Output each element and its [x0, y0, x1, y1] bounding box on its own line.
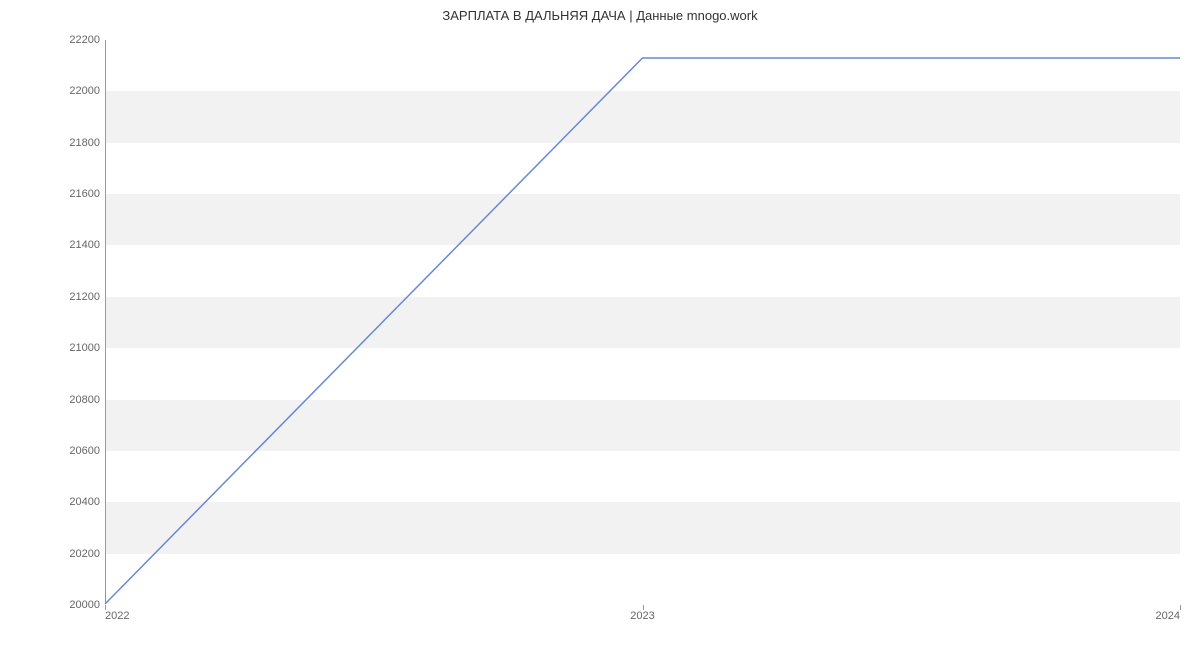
- chart-container: ЗАРПЛАТА В ДАЛЬНЯЯ ДАЧА | Данные mnogo.w…: [0, 0, 1200, 650]
- x-tick-label: 2022: [105, 610, 129, 622]
- y-tick-label: 20000: [69, 599, 100, 611]
- y-tick-label: 21200: [69, 291, 100, 303]
- y-tick-label: 22200: [69, 34, 100, 46]
- y-tick-label: 20200: [69, 548, 100, 560]
- x-tick-label: 2024: [1156, 610, 1180, 622]
- series-line: [105, 58, 1180, 604]
- y-tick-label: 21000: [69, 342, 100, 354]
- chart-title: ЗАРПЛАТА В ДАЛЬНЯЯ ДАЧА | Данные mnogo.w…: [0, 8, 1200, 23]
- x-tick-label: 2023: [630, 610, 654, 622]
- y-tick-label: 21600: [69, 188, 100, 200]
- y-tick-label: 21800: [69, 137, 100, 149]
- x-tick-mark: [1180, 605, 1181, 610]
- y-tick-label: 20800: [69, 394, 100, 406]
- y-tick-label: 20400: [69, 496, 100, 508]
- chart-line-layer: [105, 40, 1180, 604]
- y-tick-label: 21400: [69, 239, 100, 251]
- plot-area: [105, 40, 1180, 605]
- y-tick-label: 22000: [69, 85, 100, 97]
- y-tick-label: 20600: [69, 445, 100, 457]
